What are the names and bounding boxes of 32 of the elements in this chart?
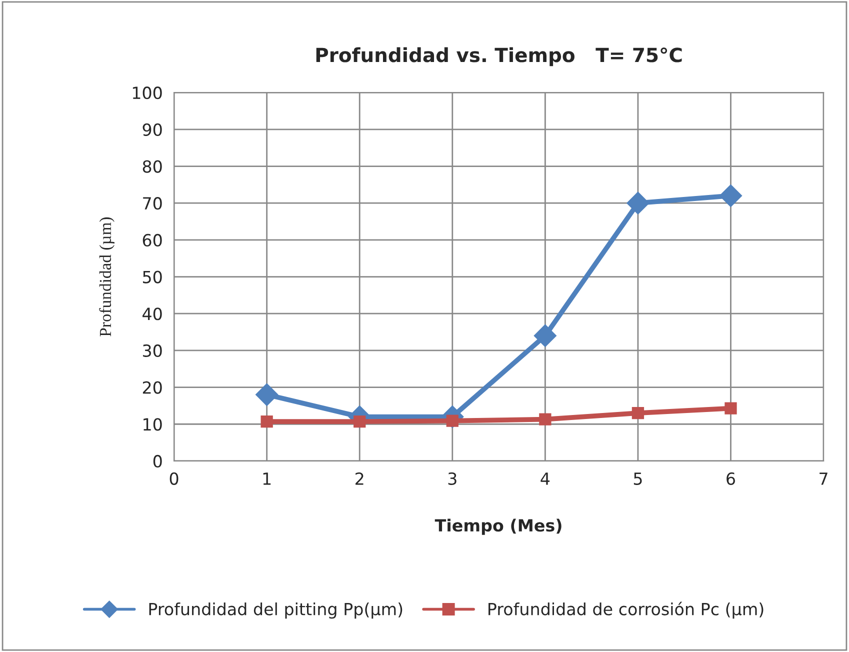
y-tick-label: 30 <box>142 344 162 358</box>
y-axis-title: Profundidad (µm) <box>99 217 114 336</box>
point <box>632 407 644 420</box>
x-tick-label: 3 <box>448 472 456 485</box>
y-tick-label: 50 <box>143 270 162 284</box>
y-tick-label: 100 <box>132 86 162 100</box>
legend-label: Profundidad del pitting Pp(µm) <box>149 602 402 619</box>
y-tick-label: 90 <box>142 123 162 136</box>
point <box>260 415 273 428</box>
y-tick-label: 60 <box>142 234 162 247</box>
x-axis-title: Tiempo (Mes) <box>434 518 562 535</box>
y-tick-label: 0 <box>153 454 162 468</box>
point <box>534 324 556 348</box>
y-tick-label: 70 <box>143 197 162 210</box>
point <box>256 383 278 406</box>
x-tick-label: 5 <box>634 472 642 485</box>
x-tick-label: 6 <box>726 472 735 485</box>
point <box>626 192 650 214</box>
x-tick-label: 7 <box>820 472 828 485</box>
y-tick-label: 20 <box>142 381 162 394</box>
chart-title: Profundidad vs. Tiempo T= 75°C <box>316 47 682 66</box>
point <box>724 402 737 414</box>
y-tick-label: 80 <box>142 160 162 173</box>
x-tick-label: 2 <box>356 472 364 485</box>
x-tick-label: 0 <box>170 472 178 485</box>
y-tick-label: 40 <box>142 308 162 320</box>
x-tick-label: 4 <box>540 472 550 485</box>
point <box>539 413 552 426</box>
x-tick-label: 1 <box>263 472 271 485</box>
legend-label: Profundidad de corrosión Pc (µm) <box>488 602 764 619</box>
y-tick-label: 10 <box>144 418 162 431</box>
point <box>719 184 742 208</box>
